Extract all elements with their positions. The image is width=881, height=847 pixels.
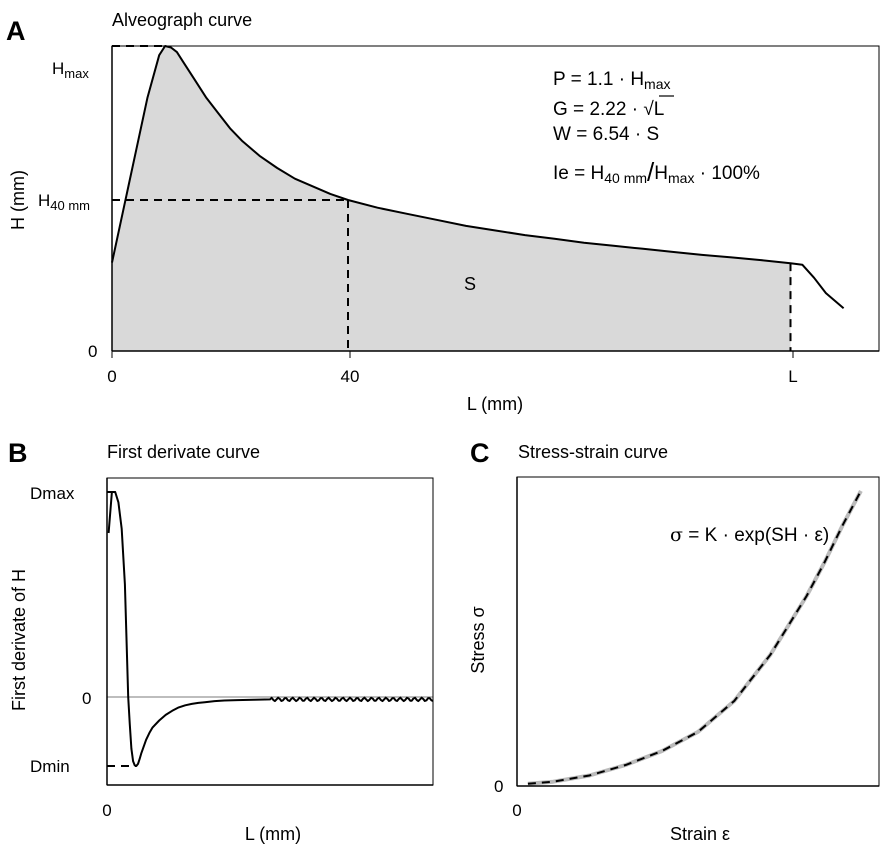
formula-ie: Ie = H40 mm/Hmax · 100% [553,157,760,187]
panel-c-letter: C [470,438,490,468]
formula-g: G = 2.22 · √L [553,99,664,120]
panel-c-ytick-zero: 0 [494,777,503,796]
panel-a-curve [111,45,845,310]
panel-a-formulas: P = 1.1 · Hmax G = 2.22 · √L W = 6.54 · … [553,69,760,187]
panel-a-ytick-hmax: Hmax [52,59,89,81]
panel-b-plot-frame [106,477,434,786]
panel-b-xtick-0: 0 [102,801,111,820]
panel-b-ytick-dmax: Dmax [30,484,75,503]
panel-a-x-axis-label: L (mm) [467,394,523,414]
panel-a-xtick-0: 0 [107,367,116,386]
panel-c-x-axis-label: Strain ε [670,824,730,844]
panel-b-curve-layer [107,491,434,767]
panel-b-x-axis-label: L (mm) [245,824,301,844]
panel-a-xtick-40: 40 [341,367,360,386]
panel-c: C Stress-strain curve 0 0 Strain ε Stres… [468,438,880,844]
panel-c-formula: σ = K · exp(SH · ε) [670,524,829,546]
panel-c-xtick-zero: 0 [512,801,521,820]
panel-a-ytick-zero: 0 [88,342,97,361]
panel-b-letter: B [8,438,28,468]
panel-b-y-axis-label: First derivate of H [9,569,29,711]
panel-b-title: First derivate curve [107,442,260,462]
panel-b-ytick-zero: 0 [82,689,91,708]
panel-c-fit-curve [527,490,862,785]
panel-a-area-layer [112,46,791,351]
panel-a: A Alveograph curve Hmax H40 mm 0 0 40 L … [6,10,880,414]
panel-b-derivative-curve [107,491,434,767]
formula-w: W = 6.54 · S [553,124,659,145]
panel-a-curve-layer [111,45,845,310]
panel-c-plot-frame [516,476,880,787]
panel-b: B First derivate curve Dmax 0 Dmin 0 L (… [8,438,434,844]
panel-b-ytick-dmin: Dmin [30,757,70,776]
panel-a-ytick-h40: H40 mm [38,191,90,213]
formula-p: P = 1.1 · Hmax [553,69,671,92]
panel-c-y-axis-label: Stress σ [468,606,488,673]
panel-a-title: Alveograph curve [112,10,252,30]
panel-a-area-label: S [464,274,476,294]
panel-c-title: Stress-strain curve [518,442,668,462]
panel-a-y-axis-label: H (mm) [8,170,28,230]
panel-c-curve-layer [527,489,863,786]
panel-a-xtick-l: L [788,367,797,386]
panel-a-letter: A [6,16,26,46]
panel-a-s-area [112,46,791,351]
